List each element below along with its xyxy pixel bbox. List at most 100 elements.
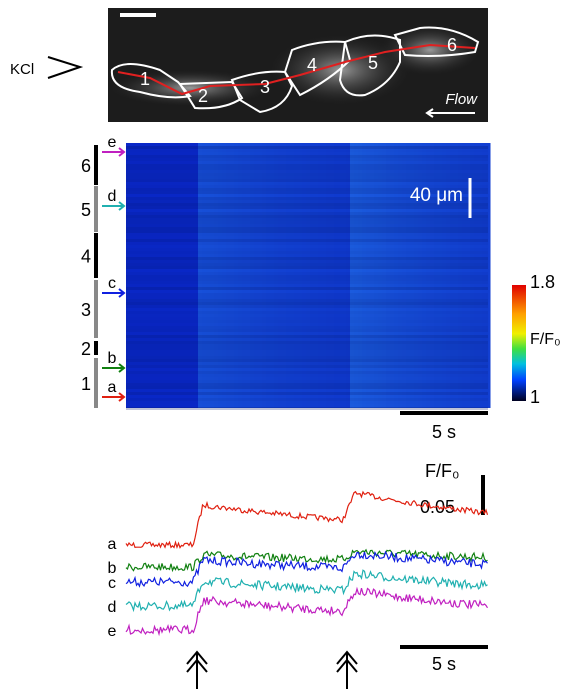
kymo-row — [126, 308, 488, 311]
kymo-row — [126, 401, 488, 404]
kymo-column — [158, 143, 163, 408]
kymo-column — [346, 143, 351, 408]
kymo-row — [126, 320, 488, 323]
kymo-row — [126, 173, 488, 176]
kymo-column — [266, 143, 271, 408]
kymo-column — [290, 143, 295, 408]
kymo-row — [126, 215, 488, 218]
segment-label: 2 — [81, 339, 91, 359]
kymo-row — [126, 392, 488, 395]
kymo-row — [126, 284, 488, 287]
kymo-row — [126, 365, 488, 368]
position-arrowhead — [118, 201, 126, 211]
trace-time-scale: 5 s — [432, 654, 456, 674]
kymo-column — [406, 143, 411, 408]
position-label: b — [108, 350, 117, 367]
kymo-row — [126, 242, 488, 245]
kymo-row — [126, 314, 488, 317]
kymo-row — [126, 386, 488, 389]
kymo-row — [126, 287, 488, 290]
kymo-row — [126, 227, 488, 230]
kymo-row — [126, 317, 488, 320]
colorbar-label: F/F₀ — [530, 331, 561, 348]
kymo-column — [430, 143, 435, 408]
trace-label: e — [108, 623, 117, 640]
kymo-row — [126, 209, 488, 212]
kymo-column — [426, 143, 431, 408]
kymo-column — [162, 143, 167, 408]
kymo-column — [186, 143, 191, 408]
kymo-row — [126, 164, 488, 167]
kymo-row — [126, 248, 488, 251]
trace — [125, 569, 488, 613]
stimulus-arrows — [186, 650, 358, 689]
kymo-column — [210, 143, 215, 408]
kymo-column — [458, 143, 463, 408]
kymo-column — [446, 143, 451, 408]
position-arrowhead — [118, 392, 126, 402]
kymo-column — [442, 143, 447, 408]
kymo-row — [126, 197, 488, 200]
kymo-column — [466, 143, 471, 408]
kymo-row — [126, 158, 488, 161]
kymo-column — [402, 143, 407, 408]
kymo-column — [354, 143, 359, 408]
time-scale: 5 s — [432, 422, 456, 442]
trace — [125, 548, 488, 573]
kymo-row — [126, 389, 488, 392]
kymo-row — [126, 383, 488, 386]
kymo-row — [126, 155, 488, 158]
micrograph — [108, 8, 488, 122]
kymo-row — [126, 407, 488, 410]
kymo-column — [250, 143, 255, 408]
kymo-row — [126, 329, 488, 332]
kymo-row — [126, 188, 488, 191]
kymo-row — [126, 371, 488, 374]
kymo-row — [126, 326, 488, 329]
cell-label: 6 — [447, 35, 457, 55]
kymo-column — [370, 143, 375, 408]
trace-label: c — [108, 575, 116, 592]
segment-label: 5 — [81, 200, 91, 220]
trace — [125, 550, 488, 588]
kymo-column — [138, 143, 143, 408]
kymo-row — [126, 206, 488, 209]
kymo-row — [126, 359, 488, 362]
kymo-column — [198, 143, 203, 408]
kymo-column — [438, 143, 443, 408]
kymo-row — [126, 281, 488, 284]
kymo-row — [126, 182, 488, 185]
kymo-column — [334, 143, 339, 408]
cell-label: 4 — [307, 55, 317, 75]
kymo-column — [378, 143, 383, 408]
position-label: c — [108, 275, 116, 292]
kymo-row — [126, 233, 488, 236]
segment-label: 3 — [81, 300, 91, 320]
kymo-column — [218, 143, 223, 408]
kymo-column — [314, 143, 319, 408]
kymo-column — [410, 143, 415, 408]
kymo-column — [270, 143, 275, 408]
kymo-row — [126, 323, 488, 326]
segment-label: 6 — [81, 156, 91, 176]
cell-label: 5 — [368, 53, 378, 73]
kymo-row — [126, 290, 488, 293]
kymo-column — [202, 143, 207, 408]
kymo-row — [126, 398, 488, 401]
kymo-column — [246, 143, 251, 408]
kymo-column — [394, 143, 399, 408]
kymo-row — [126, 380, 488, 383]
kymo-row — [126, 254, 488, 257]
colorbar-max: 1.8 — [530, 272, 555, 292]
kymo-column — [470, 143, 475, 408]
space-scale: 40 μm — [410, 185, 463, 206]
segment-label: 1 — [81, 374, 91, 394]
kymo-row — [126, 230, 488, 233]
kymo-column — [486, 143, 491, 408]
kymo-column — [358, 143, 363, 408]
kymo-row — [126, 344, 488, 347]
kymo-column — [450, 143, 455, 408]
kymo-row — [126, 302, 488, 305]
position-label: d — [108, 188, 117, 205]
position-arrowhead — [118, 363, 126, 373]
